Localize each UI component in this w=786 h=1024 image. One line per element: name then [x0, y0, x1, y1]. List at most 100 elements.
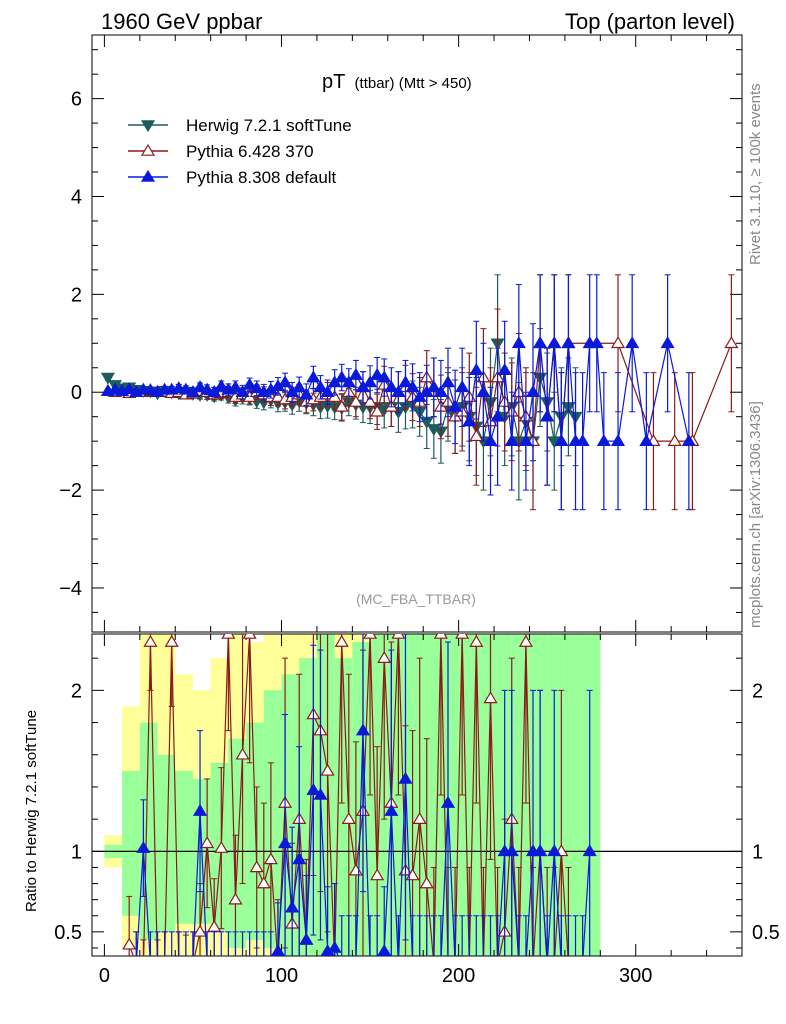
ratio-y-tick-label-right: 2	[752, 680, 763, 702]
ratio-pythia8-point	[541, 958, 553, 968]
band-green	[423, 634, 441, 956]
ratio-pythia6-point	[173, 958, 185, 968]
x-tick-label: 0	[99, 965, 110, 987]
band-green	[157, 754, 176, 932]
pythia8-point	[235, 385, 250, 398]
pythia6-point	[724, 336, 739, 349]
ratio-pythia8-point	[355, 723, 371, 736]
band-green	[458, 634, 477, 956]
ratio-series	[122, 634, 597, 976]
pythia8-point	[504, 433, 519, 446]
ratio-pythia8-point	[485, 958, 497, 968]
ratio-pythia6-point	[455, 634, 470, 639]
ratio-pythia8-point	[159, 958, 171, 968]
ratio-uncertainty-bands	[92, 634, 742, 956]
pythia8-group	[100, 274, 696, 511]
ratio-pythia6-point	[130, 958, 142, 968]
legend: Herwig 7.2.1 softTune Pythia 6.428 370 Pyt…	[128, 116, 352, 187]
pythia8-point	[292, 380, 307, 393]
ratio-pythia8-point	[407, 958, 419, 968]
ratio-pythia8-point	[477, 958, 489, 968]
ratio-pythia8-point	[440, 795, 456, 808]
band-green	[547, 634, 565, 956]
pythia8-point	[433, 385, 448, 398]
ratio-pythia8-point	[428, 958, 440, 968]
header-left: 1960 GeV ppbar	[101, 9, 262, 34]
ratio-pythia6-point	[363, 634, 378, 639]
ratio-pythia6-point	[433, 634, 448, 639]
ratio-pythia8-point	[166, 958, 178, 968]
ratio-pythia6-point	[122, 937, 137, 950]
plot-title: pT (ttbar) (Mtt > 450)	[322, 71, 472, 93]
ratio-pythia6-point	[370, 868, 385, 881]
pythia8-point	[370, 367, 385, 380]
band-green	[175, 770, 193, 924]
ratio-pythia8-point	[492, 958, 504, 968]
ratio-y-tick-label: 2	[71, 680, 82, 702]
ratio-pythia8-point	[180, 958, 192, 968]
pythia8-point	[299, 387, 314, 400]
pythia8-point	[384, 380, 399, 393]
legend-marker	[140, 169, 156, 182]
ratio-pythia6-group	[122, 634, 572, 976]
band-green	[582, 634, 601, 956]
x-ticks: 0 100 200 300	[99, 35, 708, 987]
pythia6-point	[370, 404, 385, 417]
pythia8-point	[306, 370, 321, 383]
ratio-pythia8-point	[244, 958, 256, 968]
ratio-pythia8-point	[582, 844, 597, 857]
ratio-pythia8-point	[201, 958, 213, 968]
pythia8-point	[320, 385, 335, 398]
ratio-pythia8-point	[421, 958, 433, 968]
ratio-pythia6-point	[329, 958, 341, 968]
band-green	[494, 634, 512, 956]
pythia8-point	[122, 382, 137, 395]
y-tick-label: 4	[71, 186, 82, 208]
ratio-pythia8-point	[577, 958, 589, 968]
ratio-pythia6-point	[256, 876, 271, 889]
ratio-pythia6-point	[221, 634, 236, 639]
pythia8-point	[639, 433, 654, 446]
pythia8-point	[426, 380, 441, 393]
y-tick-label: −2	[59, 480, 82, 502]
ratio-pythia8-point	[270, 943, 286, 956]
pythia8-point	[561, 336, 576, 349]
ratio-pythia6-point	[214, 840, 229, 853]
ratio-pythia8-point	[306, 782, 321, 795]
ratio-pythia8-group	[133, 634, 597, 968]
ratio-pythia6-point	[159, 958, 171, 968]
ratio-pythia8-point	[215, 958, 227, 968]
ratio-y-tick-label-right: 0.5	[752, 922, 780, 944]
plot-title-sub: (ttbar) (Mtt > 450)	[355, 75, 472, 92]
pythia8-point	[391, 385, 406, 398]
pythia8-point	[341, 375, 356, 388]
ratio-plot-frame	[91, 633, 743, 957]
band-green	[511, 634, 530, 956]
ratio-pythia6-point	[137, 966, 149, 976]
legend-item-herwig: Herwig 7.2.1 softTune	[128, 116, 352, 135]
pythia8-point	[596, 433, 611, 446]
ratio-pythia6-point	[235, 747, 250, 760]
ratio-pythia6-point	[518, 634, 533, 647]
header-right: Top (parton level)	[565, 9, 735, 34]
pythia8-point	[547, 336, 562, 349]
pythia8-point	[575, 433, 590, 446]
ratio-pythia6-point	[492, 958, 504, 968]
pythia8-point	[554, 433, 569, 446]
pythia8-point	[497, 363, 512, 376]
ratio-pythia8-point	[414, 958, 426, 968]
ratio-pythia6-point	[377, 650, 392, 663]
analysis-tag: (MC_FBA_TTBAR)	[356, 591, 476, 607]
ratio-pythia6-point	[228, 892, 243, 905]
mcplots-label: mcplots.cern.ch [arXiv:1306.3436]	[747, 401, 764, 628]
y-tick-label: 6	[71, 89, 82, 111]
pythia8-point	[483, 433, 498, 446]
pythia6-point	[610, 336, 626, 349]
pythia8-point	[625, 336, 640, 349]
pythia8-point	[533, 336, 548, 349]
pythia8-point	[334, 370, 349, 383]
pythia6-point	[334, 399, 349, 412]
ratio-y-ticks: 0.5 0.5 1 1 2 2	[54, 657, 780, 949]
ratio-pythia8-point	[392, 958, 404, 968]
ratio-pythia8-point	[313, 787, 328, 800]
